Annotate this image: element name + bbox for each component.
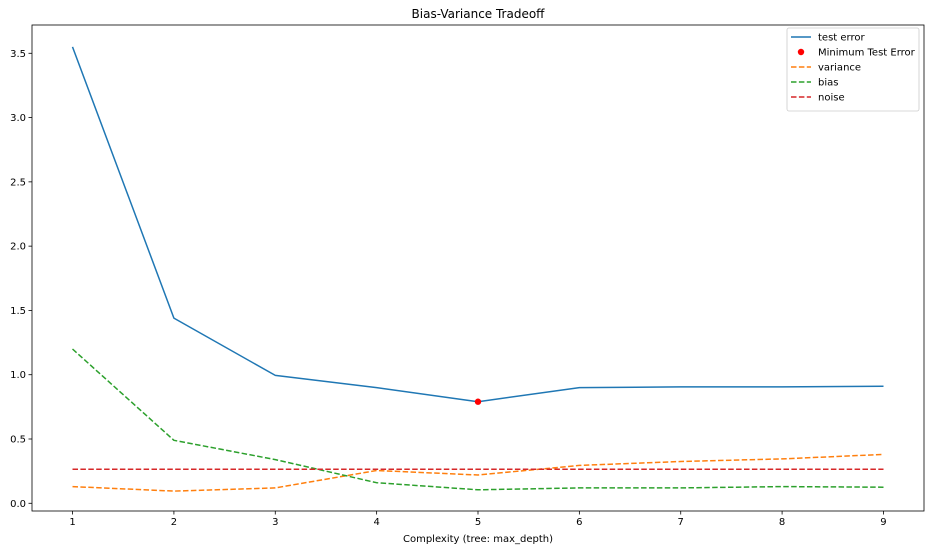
x-tick-label: 2 [171, 517, 177, 528]
y-tick-label: 3.0 [10, 113, 26, 124]
legend-label: Minimum Test Error [818, 48, 916, 59]
y-tick-label: 1.0 [10, 370, 26, 381]
y-tick-label: 3.5 [10, 49, 26, 60]
series-line-test-error [71, 46, 884, 403]
legend-box [786, 27, 920, 112]
legend-label: bias [818, 78, 838, 89]
y-tick-label: 1.5 [10, 306, 26, 317]
y-tick-label: 2.0 [10, 242, 26, 253]
x-tick-label: 7 [678, 517, 684, 528]
x-tick-label: 8 [779, 517, 785, 528]
x-tick-label: 6 [576, 517, 582, 528]
x-tick-label: 3 [272, 517, 278, 528]
y-tick-label: 2.5 [10, 177, 26, 188]
x-tick-label: 4 [373, 517, 379, 528]
y-tick-label: 0.0 [10, 499, 26, 510]
x-tick-label: 1 [69, 517, 75, 528]
x-tick-label: 5 [475, 517, 481, 528]
series-line-bias [71, 348, 884, 491]
x-tick-label: 9 [880, 517, 886, 528]
x-axis-label: Complexity (tree: max_depth) [403, 534, 553, 545]
series-line-variance [72, 453, 884, 492]
y-tick-label: 0.5 [10, 435, 26, 446]
legend-label: noise [818, 93, 845, 104]
legend-label: variance [818, 63, 861, 74]
legend-swatch [797, 48, 805, 56]
minimum-test-error-point [474, 398, 482, 405]
chart-title: Bias-Variance Tradeoff [412, 7, 546, 21]
legend-label: test error [818, 33, 865, 44]
